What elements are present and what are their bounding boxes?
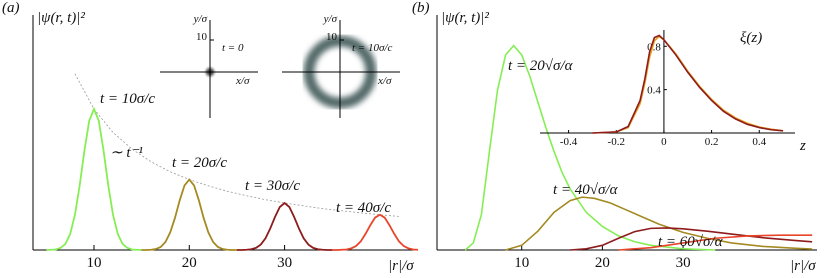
x-tick-label: 0.4 [752,136,766,148]
data-line [592,35,784,134]
y-axis-label: |ψ(r, t)|² [37,10,85,26]
panel-label: (b) [412,0,430,16]
data-line [570,227,813,251]
x-tick-label: -0.4 [560,136,578,148]
annotation: t = 20√σ/α [508,58,574,74]
inset-y-tick-label: 10 [196,31,208,43]
x-tick-label: 20 [595,255,610,271]
inset-x-label: x/σ [235,75,250,87]
inset-y-tick-label: 10 [326,31,338,43]
annotation: t = 60√σ/α [658,234,724,250]
x-tick-label: -0.2 [608,136,625,148]
x-axis-label: |r|/σ [388,258,414,274]
x-tick-label: 10 [86,255,101,271]
data-line [592,34,784,134]
annotation: t = 40√σ/α [553,182,619,198]
x-tick-label: 30 [676,255,691,271]
inset-time: t = 0 [222,42,244,54]
inset-y-label: y/σ [193,13,208,25]
data-line [505,196,813,251]
inset-x-label: x/σ [377,75,392,87]
x-tick-label: 20 [182,255,197,271]
inset-y-label: y/σ [323,13,338,25]
data-line [618,234,813,251]
annotation: t = 10σ/c [100,91,155,107]
x-axis-label: |r|/σ [790,258,816,274]
y-axis-label: |ψ(r, t)|² [441,10,489,26]
x-tick-label: 0.2 [705,136,719,148]
inset-title: ξ(z) [740,30,762,46]
data-line [464,44,716,251]
data-line [332,213,419,251]
y-tick-label: 0.4 [647,85,661,97]
panel-label: (a) [2,0,20,16]
data-line [141,178,237,251]
x-tick-label: 10 [514,255,529,271]
data-line [46,106,142,251]
annotation: t = 30σ/c [245,178,300,194]
inset-x-label: z [799,138,806,154]
data-line [236,201,333,251]
annotation: t = 40σ/c [336,200,391,216]
annotation: t = 20σ/c [172,155,227,171]
inset-time: t = 10σ/c [352,42,392,54]
annotation: ∼ t⁻¹ [110,145,143,161]
x-tick-label: 30 [277,255,292,271]
x-tick-label: 0 [661,136,667,148]
